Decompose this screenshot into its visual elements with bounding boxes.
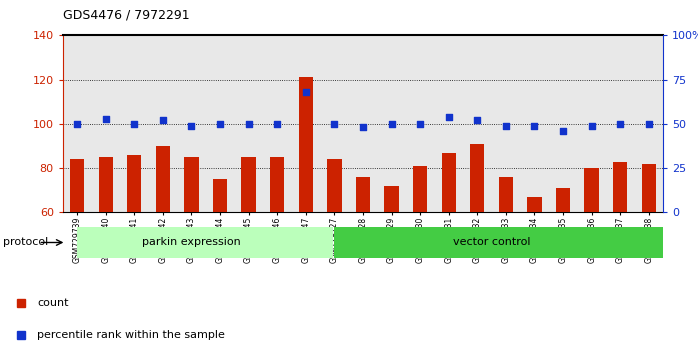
Text: vector control: vector control: [453, 238, 530, 247]
Point: [214, 121, 225, 127]
Text: parkin expression: parkin expression: [142, 238, 241, 247]
Bar: [356, 177, 370, 212]
Point: [243, 121, 254, 127]
Point: [128, 121, 140, 127]
Point: [300, 89, 311, 95]
Point: [415, 121, 426, 127]
Bar: [184, 157, 199, 212]
Point: [329, 121, 340, 127]
Point: [186, 123, 197, 129]
Point: [644, 121, 655, 127]
Bar: [156, 146, 170, 212]
Text: protocol: protocol: [3, 238, 49, 247]
Bar: [270, 157, 284, 212]
Bar: [613, 161, 628, 212]
Bar: [584, 168, 599, 212]
Bar: [299, 78, 313, 212]
Point: [558, 128, 569, 134]
Point: [615, 121, 626, 127]
Point: [386, 121, 397, 127]
Point: [357, 125, 369, 130]
Bar: [70, 159, 84, 212]
FancyBboxPatch shape: [334, 227, 676, 258]
Bar: [98, 157, 113, 212]
Bar: [442, 153, 456, 212]
Point: [157, 118, 168, 123]
Point: [529, 123, 540, 129]
Point: [443, 114, 454, 120]
Bar: [499, 177, 513, 212]
Point: [100, 116, 111, 121]
Bar: [213, 179, 227, 212]
Bar: [127, 155, 142, 212]
Bar: [556, 188, 570, 212]
Text: GDS4476 / 7972291: GDS4476 / 7972291: [63, 9, 189, 22]
Point: [586, 123, 597, 129]
Bar: [470, 144, 484, 212]
Bar: [641, 164, 656, 212]
Bar: [413, 166, 427, 212]
Bar: [527, 197, 542, 212]
Point: [472, 118, 483, 123]
Point: [500, 123, 512, 129]
Bar: [385, 186, 399, 212]
Point: [272, 121, 283, 127]
Text: count: count: [38, 298, 69, 308]
Text: percentile rank within the sample: percentile rank within the sample: [38, 330, 225, 339]
Point: [71, 121, 82, 127]
Bar: [327, 159, 341, 212]
FancyBboxPatch shape: [77, 227, 333, 258]
Bar: [242, 157, 255, 212]
